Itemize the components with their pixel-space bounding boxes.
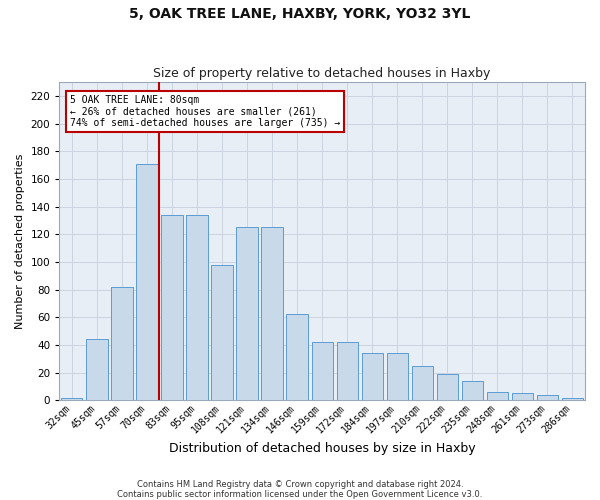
Bar xyxy=(86,340,107,400)
Bar xyxy=(262,228,283,400)
Bar xyxy=(211,264,233,400)
Text: 5 OAK TREE LANE: 80sqm
← 26% of detached houses are smaller (261)
74% of semi-de: 5 OAK TREE LANE: 80sqm ← 26% of detached… xyxy=(70,95,340,128)
Bar xyxy=(362,353,383,401)
Y-axis label: Number of detached properties: Number of detached properties xyxy=(15,154,25,329)
Text: 5, OAK TREE LANE, HAXBY, YORK, YO32 3YL: 5, OAK TREE LANE, HAXBY, YORK, YO32 3YL xyxy=(130,8,470,22)
Bar xyxy=(462,381,483,400)
Bar xyxy=(437,374,458,400)
Bar xyxy=(386,353,408,401)
Title: Size of property relative to detached houses in Haxby: Size of property relative to detached ho… xyxy=(154,66,491,80)
Bar xyxy=(562,398,583,400)
Bar xyxy=(161,215,182,400)
Bar xyxy=(187,215,208,400)
Text: Contains HM Land Registry data © Crown copyright and database right 2024.
Contai: Contains HM Land Registry data © Crown c… xyxy=(118,480,482,499)
Bar xyxy=(236,228,258,400)
Bar xyxy=(286,314,308,400)
Bar xyxy=(487,392,508,400)
Bar xyxy=(111,287,133,401)
Bar xyxy=(337,342,358,400)
Bar xyxy=(61,398,82,400)
Bar xyxy=(311,342,333,400)
X-axis label: Distribution of detached houses by size in Haxby: Distribution of detached houses by size … xyxy=(169,442,475,455)
Bar xyxy=(512,394,533,400)
Bar xyxy=(537,394,558,400)
Bar xyxy=(412,366,433,400)
Bar xyxy=(136,164,158,400)
